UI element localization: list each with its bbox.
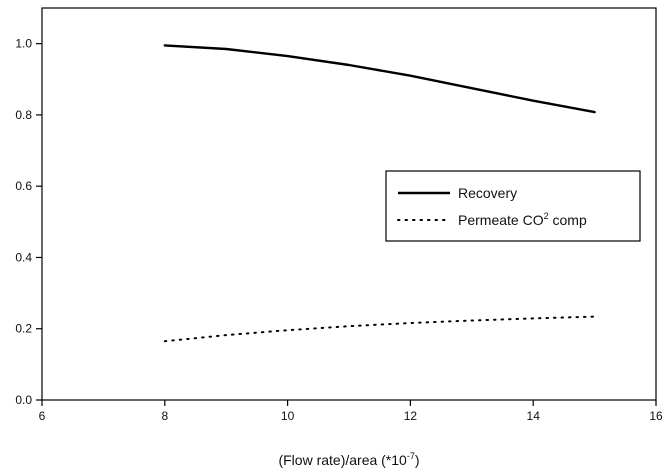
x-axis-label-exponent: -7 — [407, 451, 415, 461]
x-tick-label: 6 — [39, 409, 46, 423]
legend: Recovery Permeate CO2 comp — [385, 170, 641, 242]
legend-label-permeate-sup: 2 — [544, 211, 549, 221]
y-tick-label: 0.4 — [15, 250, 32, 264]
x-tick-label: 12 — [404, 409, 418, 423]
y-tick-label: 0.6 — [15, 179, 32, 193]
y-tick-label: 0.2 — [15, 322, 32, 336]
x-tick-label: 16 — [649, 409, 663, 423]
legend-label-permeate: Permeate CO2 comp — [458, 211, 587, 228]
x-axis-label-close: ) — [415, 452, 420, 468]
x-tick-label: 10 — [281, 409, 295, 423]
y-tick-label: 0.8 — [15, 108, 32, 122]
axis-ticks: 6 8 10 12 14 16 0.0 0.2 0.4 0.6 0.8 1.0 — [15, 37, 663, 423]
x-axis-label: (Flow rate)/area (*10-7) — [278, 451, 419, 468]
legend-label-permeate-prefix: Permeate CO — [458, 212, 544, 228]
y-tick-label: 0.0 — [15, 393, 32, 407]
legend-label-permeate-suffix: comp — [549, 212, 587, 228]
y-tick-label: 1.0 — [15, 37, 32, 51]
series-lines — [163, 44, 596, 343]
x-tick-label: 14 — [527, 409, 541, 423]
series-line-recovery — [163, 44, 596, 114]
x-tick-label: 8 — [161, 409, 168, 423]
legend-label-recovery: Recovery — [458, 185, 517, 201]
x-axis-label-main: (Flow rate)/area (*10 — [278, 452, 407, 468]
legend-box — [385, 170, 641, 242]
